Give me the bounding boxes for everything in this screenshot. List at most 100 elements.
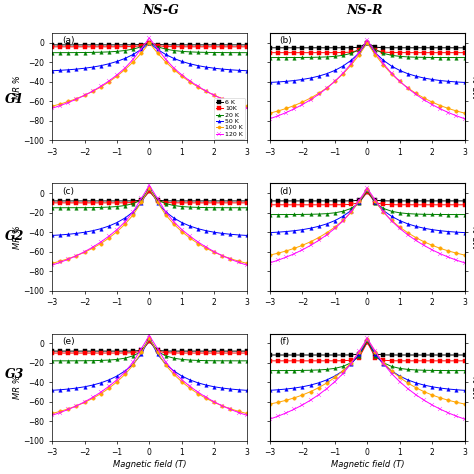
10K [332, 50, 337, 55]
6 K [203, 348, 209, 354]
120 K [130, 209, 136, 215]
120 K [73, 253, 79, 258]
50 K [211, 384, 217, 390]
120 K [421, 397, 427, 403]
120 K [267, 260, 273, 265]
20 K [429, 367, 435, 373]
120 K [106, 78, 112, 84]
6 K [187, 198, 193, 204]
20 K [106, 49, 112, 55]
6 K [90, 198, 95, 204]
100 K [98, 241, 104, 246]
120 K [195, 239, 201, 245]
Line: 6 K: 6 K [268, 41, 466, 50]
X-axis label: Magnetic field (T): Magnetic field (T) [330, 460, 404, 469]
100 K [203, 246, 209, 251]
50 K [292, 385, 297, 391]
6 K [211, 348, 217, 354]
10K [413, 50, 419, 55]
Line: 20 K: 20 K [50, 186, 248, 210]
20 K [365, 40, 370, 46]
20 K [155, 44, 160, 50]
10K [171, 200, 176, 206]
10K [130, 44, 136, 49]
6 K [446, 45, 451, 51]
6 K [90, 348, 95, 354]
20 K [49, 358, 55, 364]
Line: 20 K: 20 K [50, 41, 248, 55]
Line: 10K: 10K [268, 191, 466, 207]
20 K [122, 203, 128, 209]
10K [300, 358, 305, 364]
6 K [405, 198, 410, 204]
120 K [106, 233, 112, 239]
120 K [438, 106, 443, 112]
50 K [381, 361, 386, 367]
6 K [57, 42, 63, 48]
10K [308, 202, 313, 208]
100 K [187, 235, 193, 241]
120 K [49, 412, 55, 418]
10K [65, 200, 71, 206]
10K [203, 200, 209, 206]
10K [236, 200, 241, 206]
10K [275, 202, 281, 208]
50 K [389, 63, 394, 69]
10K [413, 202, 419, 208]
20 K [340, 53, 346, 58]
20 K [122, 48, 128, 54]
120 K [340, 218, 346, 224]
50 K [324, 71, 329, 76]
10K [308, 358, 313, 364]
120 K [316, 392, 321, 398]
10K [179, 44, 185, 50]
Text: (a): (a) [62, 36, 74, 46]
Line: 10K: 10K [50, 41, 248, 48]
Line: 120 K: 120 K [50, 334, 248, 417]
6 K [155, 42, 160, 47]
50 K [163, 52, 168, 57]
10K [348, 357, 354, 363]
100 K [405, 230, 410, 236]
6 K [405, 45, 410, 51]
50 K [275, 79, 281, 85]
6 K [155, 347, 160, 353]
6 K [244, 198, 249, 204]
120 K [98, 389, 104, 395]
10K [324, 358, 329, 364]
50 K [171, 55, 176, 61]
20 K [389, 209, 394, 214]
20 K [211, 205, 217, 210]
10K [365, 189, 370, 195]
50 K [429, 77, 435, 82]
50 K [356, 200, 362, 205]
Line: 120 K: 120 K [268, 186, 466, 264]
10K [211, 44, 217, 50]
20 K [236, 358, 241, 364]
120 K [195, 389, 201, 395]
120 K [195, 83, 201, 89]
6 K [446, 352, 451, 358]
10K [356, 355, 362, 360]
20 K [179, 48, 185, 54]
Line: 100 K: 100 K [50, 186, 248, 265]
120 K [267, 416, 273, 422]
100 K [373, 349, 378, 355]
50 K [195, 226, 201, 232]
20 K [381, 206, 386, 211]
20 K [283, 368, 289, 374]
120 K [179, 227, 185, 232]
120 K [267, 116, 273, 121]
50 K [203, 64, 209, 70]
6 K [65, 198, 71, 204]
6 K [340, 45, 346, 51]
50 K [146, 185, 152, 191]
50 K [332, 218, 337, 223]
10K [90, 44, 95, 50]
10K [438, 50, 443, 55]
6 K [73, 348, 79, 354]
120 K [122, 219, 128, 225]
100 K [275, 250, 281, 256]
100 K [195, 84, 201, 90]
Line: 10K: 10K [268, 341, 466, 363]
